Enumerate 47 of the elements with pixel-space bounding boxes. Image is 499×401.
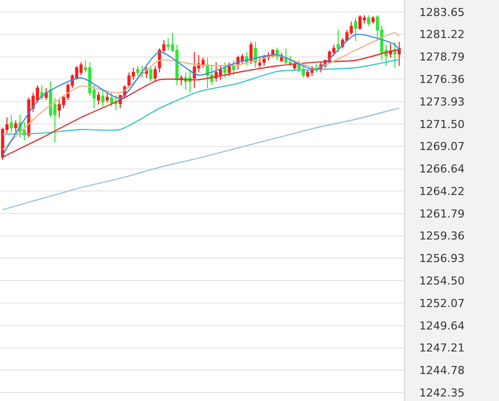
candlestick	[367, 14, 370, 27]
candlestick	[228, 62, 231, 77]
candlestick	[154, 65, 157, 82]
y-tick-label: 1266.64	[419, 162, 465, 176]
y-tick-label: 1276.36	[419, 73, 465, 86]
y-tick-label: 1249.64	[419, 319, 465, 332]
candlestick	[79, 62, 83, 76]
y-tick-label: 1247.21	[419, 342, 465, 355]
y-tick-label: 1283.65	[419, 6, 465, 19]
candlestick	[371, 16, 375, 24]
candlestick	[110, 92, 114, 107]
y-tick-label: 1278.79	[419, 50, 465, 64]
candlestick	[393, 41, 396, 68]
candlestick	[149, 65, 152, 82]
candlestick	[106, 92, 109, 104]
y-tick-label: 1252.07	[419, 296, 465, 310]
candlestick	[358, 14, 362, 30]
candlestick	[136, 65, 140, 77]
y-tick-label: 1271.50	[419, 118, 465, 131]
y-tick-label: 1269.07	[419, 140, 465, 154]
candlestick	[258, 57, 262, 68]
candlestick	[14, 120, 18, 133]
candlestick	[101, 89, 104, 107]
y-tick-label: 1273.93	[419, 95, 465, 108]
y-tick-label: 1264.22	[419, 184, 465, 198]
candlestick	[249, 41, 253, 65]
candlestick	[223, 62, 226, 78]
candlestick	[114, 94, 118, 111]
line-series	[2, 108, 400, 210]
candlestick	[336, 29, 340, 53]
y-tick-label: 1259.36	[419, 230, 465, 243]
line-series	[2, 58, 400, 135]
candlestick	[214, 62, 218, 82]
candlestick	[10, 114, 13, 133]
candlestick	[58, 100, 61, 118]
y-tick-label: 1256.93	[419, 252, 465, 266]
y-tick-label: 1254.50	[419, 274, 465, 288]
y-tick-label: 1244.78	[419, 364, 465, 378]
candlestick	[127, 72, 131, 89]
candlestick	[306, 69, 310, 78]
candlestick	[354, 17, 358, 42]
y-tick-label: 1242.35	[419, 386, 465, 400]
candlestick	[398, 41, 401, 66]
y-tick-label: 1261.79	[419, 207, 465, 220]
candlestick	[96, 91, 100, 106]
y-tick-label: 1281.22	[419, 28, 465, 42]
candlestick	[388, 43, 392, 58]
